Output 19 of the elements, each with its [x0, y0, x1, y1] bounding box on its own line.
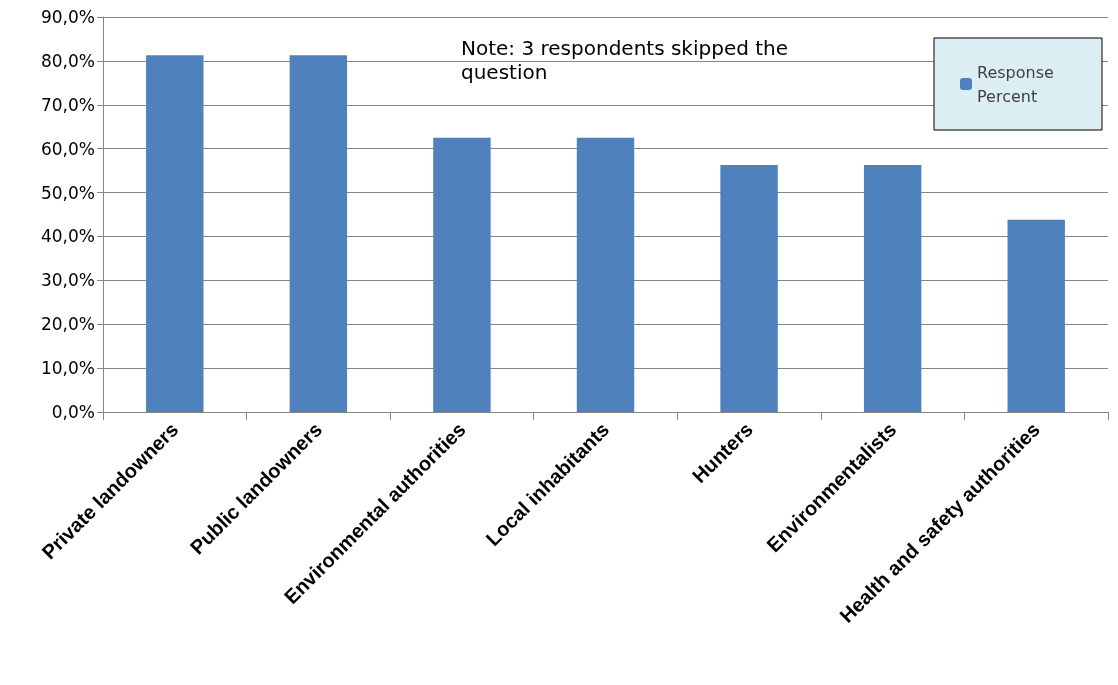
bar: [863, 164, 922, 412]
y-tick-label: 70,0%: [40, 94, 95, 115]
annotation: Note: 3 respondents skipped the question: [461, 36, 795, 84]
y-tick-label: 90,0%: [40, 7, 95, 27]
bar: [146, 55, 204, 412]
bar: [1007, 219, 1065, 412]
y-tick-label: 10,0%: [40, 358, 95, 379]
y-tick-label: 20,0%: [40, 314, 95, 335]
legend-label: Response Percent: [977, 62, 1059, 106]
y-tick-label: 50,0%: [40, 182, 95, 203]
bar: [433, 137, 491, 412]
bar: [576, 137, 635, 412]
y-tick-label: 80,0%: [40, 50, 95, 71]
y-tick-label: 30,0%: [40, 270, 95, 291]
bar: [289, 55, 348, 412]
y-tick-label: 0,0%: [51, 402, 95, 422]
y-tick-label: 40,0%: [40, 226, 95, 247]
bar: [720, 164, 778, 412]
y-tick-label: 60,0%: [40, 138, 95, 159]
